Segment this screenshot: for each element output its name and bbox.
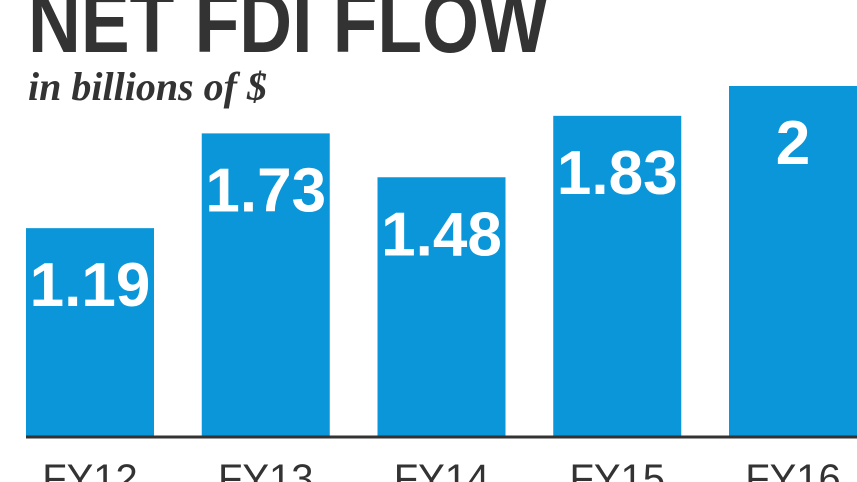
- value-label: 1.19: [30, 251, 151, 320]
- x-tick-label: FY14: [394, 457, 490, 482]
- bar: [26, 228, 154, 437]
- value-label: 2: [776, 109, 810, 178]
- chart-subtitle: in billions of $: [28, 64, 267, 109]
- bar: [377, 177, 506, 437]
- x-tick-label: FY16: [745, 457, 841, 482]
- x-tick-label: FY12: [42, 457, 138, 482]
- x-tick-label: FY15: [569, 457, 665, 482]
- chart-title: NET FDI FLOW: [28, 0, 549, 71]
- bar: [201, 133, 330, 437]
- x-tick-label: FY13: [218, 457, 314, 482]
- value-label: 1.73: [205, 156, 326, 225]
- bar: [553, 115, 682, 438]
- bar: [729, 86, 857, 437]
- value-label: 1.83: [557, 139, 678, 208]
- value-label: 1.48: [381, 200, 502, 269]
